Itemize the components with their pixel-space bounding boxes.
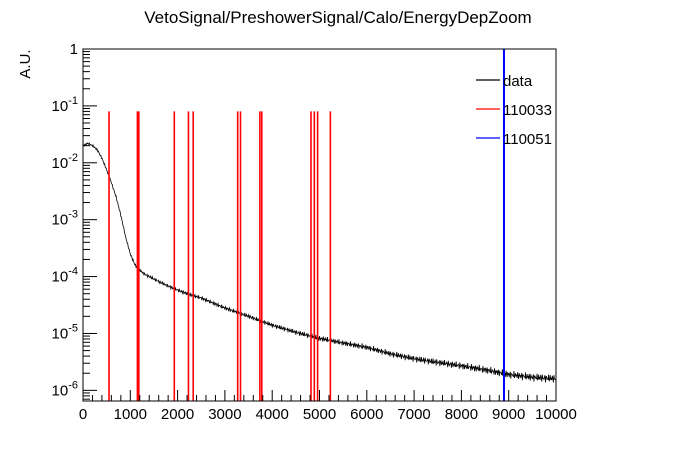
axes-layer: 0 1000 2000 3000 4000 5000 6000 7000 8000 9000 100… xyxy=(52,41,577,423)
chart-title: VetoSignal/PreshowerSignal/Calo/EnergyDe… xyxy=(144,8,531,27)
legend: data 110033 110051 xyxy=(476,73,552,148)
plot-frame xyxy=(82,48,557,402)
y-tick-label: 10-6 xyxy=(52,379,78,399)
y-tick-label: 10-1 xyxy=(52,95,78,115)
x-tick-label: 6000 xyxy=(350,406,383,423)
legend-label-data: data xyxy=(503,73,533,90)
series-line-data xyxy=(82,142,557,383)
x-tick-label: 1000 xyxy=(114,406,147,423)
y-tick-label: 10-3 xyxy=(52,209,78,229)
y-tick-label: 10-4 xyxy=(52,266,78,286)
x-tick-label: 8000 xyxy=(445,406,478,423)
legend-label-110033: 110033 xyxy=(503,102,552,119)
x-tick-label: 5000 xyxy=(303,406,336,423)
y-axis-label: A.U. xyxy=(17,49,34,78)
legend-label-110051: 110051 xyxy=(503,131,552,148)
x-tick-label: 0 xyxy=(79,406,87,423)
y-tick-label: 10-5 xyxy=(52,322,78,342)
series-110033 xyxy=(108,111,332,401)
x-tick-label: 7000 xyxy=(397,406,430,423)
data-layer xyxy=(82,49,557,401)
x-tick-label: 4000 xyxy=(256,406,289,423)
x-tick-label: 10000 xyxy=(535,406,577,423)
x-tick-label: 2000 xyxy=(161,406,194,423)
y-tick-label: 1 xyxy=(70,41,78,58)
series-data xyxy=(82,142,557,383)
y-tick-label: 10-2 xyxy=(52,152,78,172)
x-tick-label: 9000 xyxy=(492,406,525,423)
x-tick-label: 3000 xyxy=(208,406,241,423)
